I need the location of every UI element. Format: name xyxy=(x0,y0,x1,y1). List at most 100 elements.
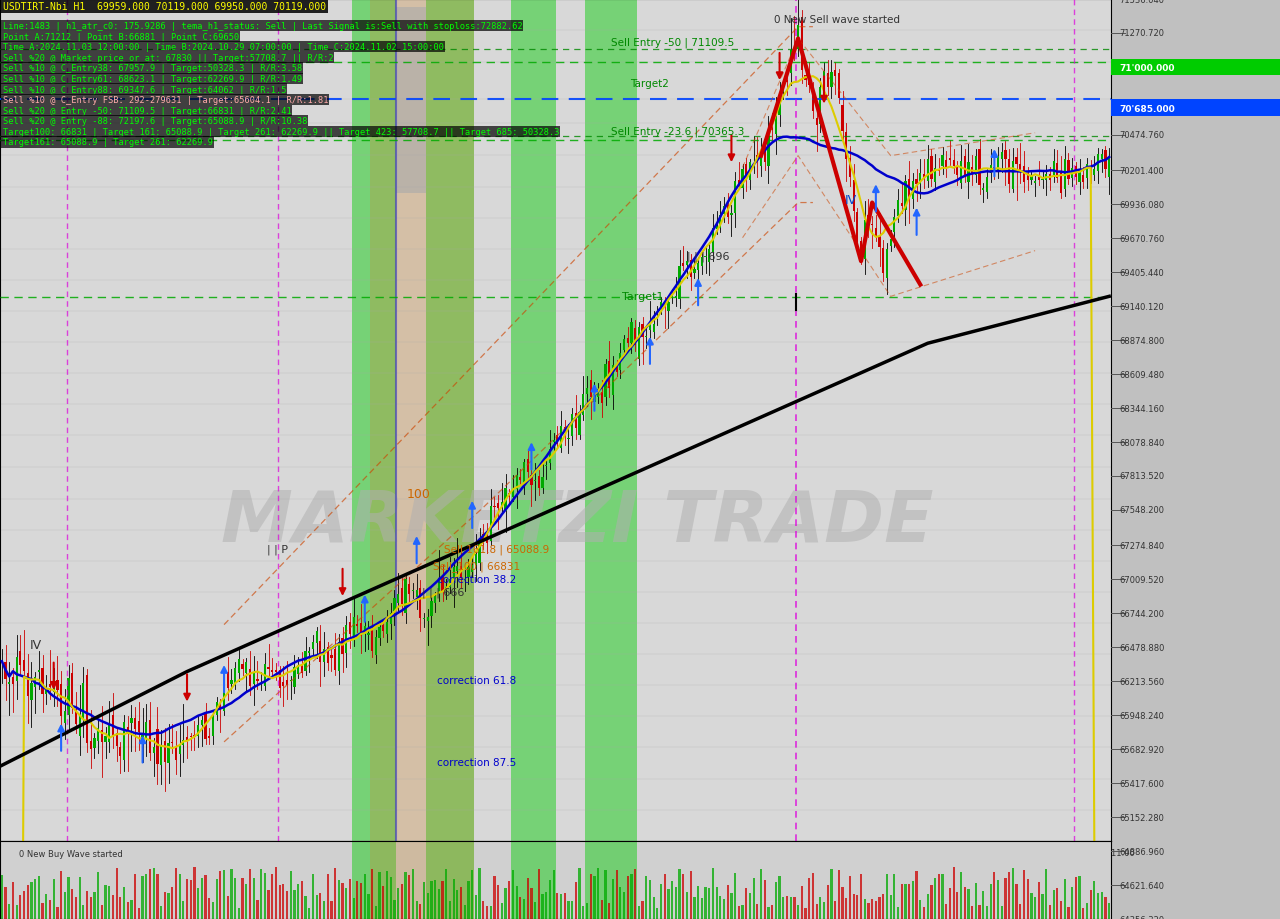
Bar xyxy=(731,892,732,919)
Bar xyxy=(823,72,826,90)
Bar xyxy=(541,478,544,488)
Bar xyxy=(1027,879,1029,919)
Bar xyxy=(352,0,397,841)
Text: 71270.720: 71270.720 xyxy=(1120,29,1165,39)
Bar xyxy=(835,71,836,76)
Bar xyxy=(908,884,910,919)
Bar xyxy=(316,895,317,919)
Bar xyxy=(234,668,237,686)
Bar xyxy=(223,687,225,711)
Bar xyxy=(438,579,440,595)
Text: 69405.440: 69405.440 xyxy=(1120,268,1165,278)
Bar xyxy=(246,663,247,674)
Bar xyxy=(256,680,259,681)
Bar xyxy=(893,874,896,919)
Bar xyxy=(698,886,699,919)
Bar xyxy=(612,366,614,395)
Bar xyxy=(397,889,399,919)
Bar xyxy=(1085,165,1088,179)
Bar xyxy=(975,883,977,919)
Bar xyxy=(49,901,51,919)
Bar xyxy=(82,904,84,919)
Bar xyxy=(571,414,573,437)
Bar xyxy=(559,426,562,448)
Text: 71'000.000: 71'000.000 xyxy=(1120,64,1175,74)
Bar xyxy=(856,895,859,919)
Bar xyxy=(1089,167,1092,169)
Bar xyxy=(101,730,102,743)
Bar xyxy=(68,877,69,919)
Bar xyxy=(463,904,466,919)
Bar xyxy=(634,329,636,346)
Bar xyxy=(804,76,806,81)
Bar xyxy=(637,328,640,359)
Bar xyxy=(164,742,166,762)
Bar xyxy=(252,674,255,685)
Bar xyxy=(346,888,347,919)
Bar xyxy=(35,677,36,686)
Bar xyxy=(989,884,992,919)
Bar xyxy=(449,901,451,919)
Bar xyxy=(1075,166,1076,178)
Bar xyxy=(790,51,792,74)
Bar xyxy=(982,891,984,919)
Bar xyxy=(8,683,10,685)
Bar xyxy=(404,872,407,919)
Bar xyxy=(993,168,996,170)
Bar xyxy=(549,450,552,463)
Bar xyxy=(923,907,925,919)
Bar xyxy=(553,441,554,443)
Bar xyxy=(160,745,163,766)
Bar xyxy=(774,118,777,134)
Bar xyxy=(1111,100,1280,117)
Text: Target100: 66831 | Target 161: 65088.9 | Target 261: 62269.9 || Target 423: 5770: Target100: 66831 | Target 161: 65088.9 |… xyxy=(3,128,559,137)
Text: IV: IV xyxy=(29,639,42,652)
Bar xyxy=(282,884,284,919)
Bar xyxy=(72,889,73,919)
Bar xyxy=(238,659,239,673)
Bar xyxy=(1052,890,1055,919)
Bar xyxy=(835,901,836,919)
Bar xyxy=(293,667,296,686)
Bar xyxy=(878,898,881,919)
Bar xyxy=(874,901,877,919)
Bar xyxy=(649,324,652,331)
Bar xyxy=(467,880,470,919)
Bar xyxy=(352,618,355,639)
Bar xyxy=(627,339,628,344)
Bar xyxy=(449,580,451,587)
Bar xyxy=(209,736,210,738)
Bar xyxy=(82,683,84,719)
Bar xyxy=(831,868,832,919)
Bar xyxy=(737,181,740,185)
Bar xyxy=(197,726,200,736)
Bar xyxy=(637,906,640,919)
Bar xyxy=(475,895,477,919)
Bar xyxy=(293,891,296,919)
Bar xyxy=(56,907,59,919)
Bar xyxy=(356,625,358,626)
Bar xyxy=(774,882,777,919)
Text: 100: 100 xyxy=(407,487,430,500)
Bar xyxy=(1009,160,1010,185)
Bar xyxy=(397,595,399,603)
Bar xyxy=(927,160,929,182)
Bar xyxy=(342,883,344,919)
Text: | | P: | | P xyxy=(266,543,288,554)
Bar xyxy=(660,302,662,310)
Bar xyxy=(808,80,810,86)
Bar xyxy=(782,88,785,93)
Bar xyxy=(74,709,77,724)
Text: 69140.120: 69140.120 xyxy=(1120,302,1165,312)
Bar xyxy=(585,841,637,919)
Bar xyxy=(412,868,413,919)
Bar xyxy=(127,727,129,734)
Bar xyxy=(148,869,151,919)
Bar xyxy=(608,903,611,919)
Bar xyxy=(886,875,888,919)
Bar xyxy=(586,903,588,919)
Bar xyxy=(56,680,59,690)
Bar xyxy=(201,720,204,726)
Bar xyxy=(349,622,351,634)
Bar xyxy=(426,841,474,919)
